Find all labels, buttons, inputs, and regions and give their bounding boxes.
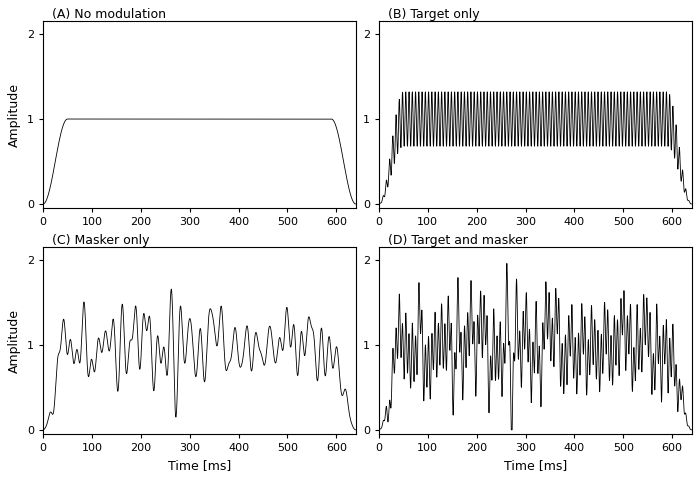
Text: (A) No modulation: (A) No modulation — [52, 8, 167, 21]
Y-axis label: Amplitude: Amplitude — [8, 309, 21, 372]
X-axis label: Time [ms]: Time [ms] — [168, 459, 231, 472]
Text: (B) Target only: (B) Target only — [389, 8, 480, 21]
X-axis label: Time [ms]: Time [ms] — [504, 459, 567, 472]
Text: (D) Target and masker: (D) Target and masker — [389, 234, 528, 247]
Y-axis label: Amplitude: Amplitude — [8, 83, 21, 147]
Text: (C) Masker only: (C) Masker only — [52, 234, 150, 247]
